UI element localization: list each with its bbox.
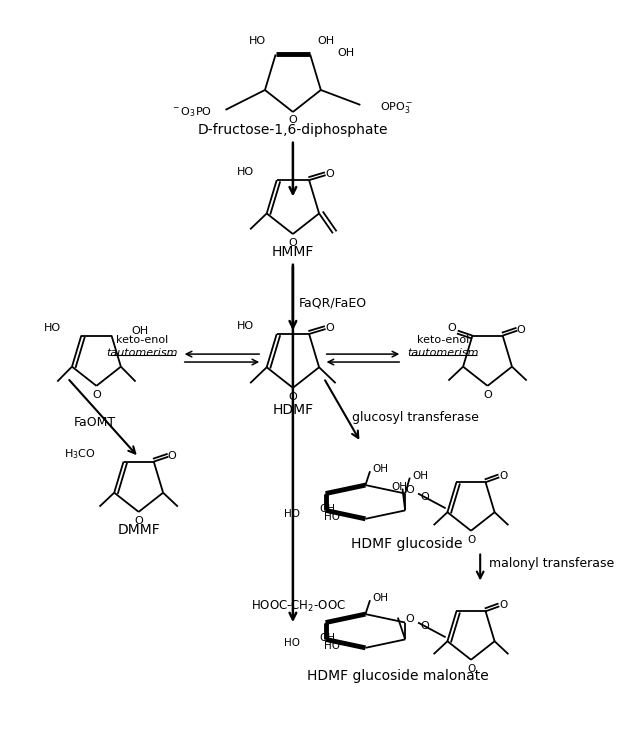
Text: tautomerism: tautomerism bbox=[107, 348, 178, 358]
Text: O: O bbox=[405, 614, 414, 624]
Text: HO: HO bbox=[324, 512, 340, 522]
Text: O: O bbox=[499, 471, 507, 482]
Text: OH: OH bbox=[413, 471, 428, 481]
Text: H$_3$CO: H$_3$CO bbox=[64, 447, 96, 460]
Text: HO: HO bbox=[44, 323, 61, 333]
Text: HDMF glucoside malonate: HDMF glucoside malonate bbox=[307, 668, 489, 682]
Text: HDMF glucoside: HDMF glucoside bbox=[351, 537, 463, 550]
Text: O: O bbox=[325, 169, 334, 179]
Text: OH: OH bbox=[373, 464, 389, 474]
Text: HMMF: HMMF bbox=[272, 245, 314, 259]
Text: O: O bbox=[289, 238, 297, 248]
Text: DMMF: DMMF bbox=[118, 523, 160, 537]
Text: HO: HO bbox=[284, 509, 300, 520]
Text: OH: OH bbox=[337, 48, 355, 57]
Text: FaOMT: FaOMT bbox=[73, 416, 116, 429]
Text: HO: HO bbox=[236, 167, 254, 177]
Text: keto-enol: keto-enol bbox=[417, 335, 470, 345]
Text: $^-$O$_3$PO: $^-$O$_3$PO bbox=[171, 105, 212, 119]
Text: O: O bbox=[92, 390, 100, 399]
Text: O: O bbox=[405, 485, 414, 495]
Text: O: O bbox=[134, 516, 143, 526]
Text: FaQR/FaEO: FaQR/FaEO bbox=[298, 297, 367, 310]
Text: OH: OH bbox=[392, 482, 408, 492]
Text: malonyl transferase: malonyl transferase bbox=[489, 557, 615, 570]
Text: O: O bbox=[483, 390, 492, 399]
Text: O: O bbox=[516, 325, 525, 335]
Text: OH: OH bbox=[317, 36, 334, 45]
Text: D-fructose-1,6-diphosphate: D-fructose-1,6-diphosphate bbox=[198, 123, 388, 137]
Text: HDMF: HDMF bbox=[272, 402, 313, 416]
Text: O: O bbox=[447, 323, 456, 333]
Text: HO: HO bbox=[324, 641, 340, 651]
Text: OH: OH bbox=[131, 325, 149, 336]
Text: OH: OH bbox=[320, 633, 336, 644]
Text: keto-enol: keto-enol bbox=[116, 335, 169, 345]
Text: OH: OH bbox=[373, 593, 389, 603]
Text: OPO$_3^-$: OPO$_3^-$ bbox=[380, 100, 414, 115]
Text: O: O bbox=[289, 115, 297, 125]
Text: O: O bbox=[420, 492, 428, 501]
Text: tautomerism: tautomerism bbox=[408, 348, 479, 358]
Text: O: O bbox=[289, 391, 297, 402]
Text: O: O bbox=[499, 600, 507, 611]
Text: HO: HO bbox=[250, 36, 267, 45]
Text: HOOC-CH$_2$-OOC: HOOC-CH$_2$-OOC bbox=[251, 599, 346, 614]
Text: OH: OH bbox=[320, 504, 336, 515]
Text: O: O bbox=[467, 663, 475, 674]
Text: HO: HO bbox=[284, 638, 300, 649]
Text: O: O bbox=[325, 323, 334, 333]
Text: HO: HO bbox=[236, 321, 254, 331]
Text: O: O bbox=[420, 621, 428, 630]
Text: glucosyl transferase: glucosyl transferase bbox=[351, 411, 478, 424]
Text: O: O bbox=[467, 534, 475, 545]
Text: O: O bbox=[167, 451, 176, 460]
